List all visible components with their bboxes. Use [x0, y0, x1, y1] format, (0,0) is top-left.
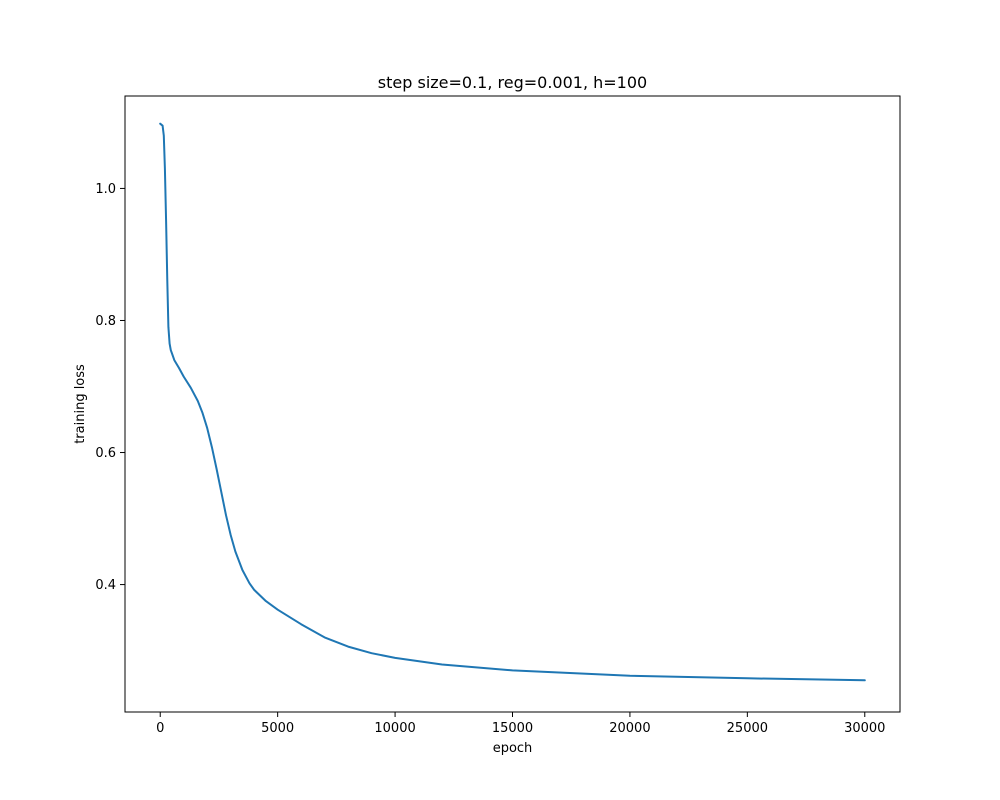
- y-tick-label: 1.0: [95, 182, 116, 197]
- y-tick-label: 0.8: [95, 314, 116, 329]
- y-tick-label: 0.6: [95, 446, 116, 461]
- y-axis-label: training loss: [73, 364, 88, 444]
- x-tick-label: 25000: [727, 721, 768, 736]
- chart-title: step size=0.1, reg=0.001, h=100: [378, 73, 647, 92]
- x-axis-label: epoch: [493, 741, 533, 756]
- series-layer: [159, 122, 866, 682]
- x-tick-label: 10000: [374, 721, 415, 736]
- x-tick-label: 30000: [844, 721, 885, 736]
- axis-ticks: 0 5000 10000 15000 20000 25000 30000 0.4 0.6 0.8 1…: [95, 182, 885, 736]
- series-line-training-loss: [159, 122, 866, 682]
- x-tick-label: 20000: [609, 721, 650, 736]
- x-tick-label: 15000: [492, 721, 533, 736]
- y-tick-label: 0.4: [95, 578, 116, 593]
- plot-area-frame: [124, 95, 901, 713]
- x-tick-label: 5000: [261, 721, 294, 736]
- x-tick-label: 0: [156, 721, 164, 736]
